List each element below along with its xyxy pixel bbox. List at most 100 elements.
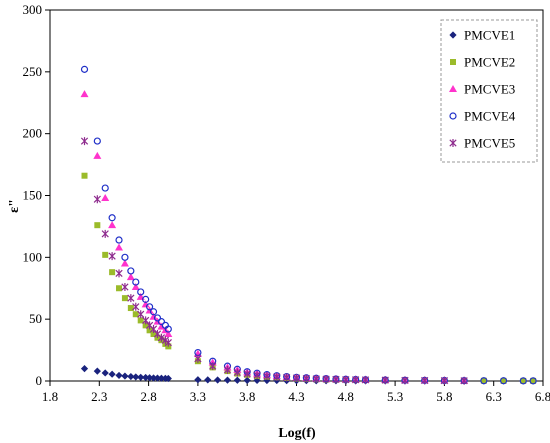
x-tick-label: 4.8 — [338, 389, 354, 404]
data-point — [243, 376, 251, 384]
legend-marker-pmcve4 — [449, 112, 457, 120]
data-point — [115, 236, 123, 244]
legend-box — [440, 19, 538, 163]
data-point — [102, 251, 109, 258]
data-point — [108, 252, 116, 261]
legend-label-pmcve3: PMCVE3 — [464, 82, 515, 97]
data-point — [500, 377, 507, 384]
data-point — [146, 327, 153, 334]
data-point — [115, 371, 123, 380]
x-tick-label: 2.3 — [91, 389, 107, 404]
data-point — [132, 373, 140, 381]
data-point — [101, 369, 109, 377]
data-point — [101, 184, 109, 192]
data-point — [108, 221, 117, 229]
data-point — [121, 372, 129, 380]
legend: PMCVE1 PMCVE2 PMCVE3 PMCVE4 PMCVE5 — [440, 19, 538, 163]
data-point — [164, 330, 173, 338]
data-point — [204, 376, 212, 384]
data-point — [108, 370, 116, 378]
data-point — [421, 376, 429, 385]
data-point — [381, 376, 389, 385]
data-marks — [80, 65, 537, 385]
data-point — [223, 365, 232, 374]
data-point — [108, 214, 116, 222]
data-point — [253, 371, 261, 380]
data-point — [223, 376, 232, 384]
data-point — [164, 325, 172, 333]
data-point — [209, 362, 217, 371]
data-point — [80, 137, 89, 146]
legend-marker-pmcve1 — [449, 31, 457, 39]
data-point — [121, 253, 129, 261]
data-point — [94, 222, 101, 229]
data-point — [80, 365, 89, 373]
data-point — [115, 269, 123, 278]
data-point — [263, 376, 271, 385]
data-point — [460, 376, 468, 385]
data-point — [153, 314, 162, 322]
data-point — [145, 303, 154, 311]
data-point — [164, 338, 172, 347]
legend-label-pmcve2: PMCVE2 — [464, 55, 515, 70]
data-point — [137, 310, 145, 319]
data-point — [127, 372, 135, 381]
data-point — [127, 294, 135, 303]
data-point — [243, 369, 251, 378]
data-point — [150, 331, 157, 338]
data-point — [233, 376, 241, 384]
x-tick-label: 3.8 — [239, 389, 255, 404]
series-pmcve3 — [80, 90, 469, 384]
data-point — [101, 193, 110, 201]
data-point — [292, 374, 301, 383]
data-point — [131, 283, 140, 291]
data-point — [361, 375, 370, 384]
x-axis-label: Log(f) — [278, 426, 316, 441]
data-point — [530, 377, 537, 384]
data-point — [132, 278, 140, 286]
data-point — [137, 373, 145, 381]
data-point — [93, 137, 101, 145]
y-tick-label: 50 — [29, 311, 42, 326]
data-point — [109, 269, 116, 276]
data-point — [142, 316, 150, 325]
data-point — [342, 375, 350, 384]
series-pmcve5 — [80, 137, 468, 385]
x-tick-label: 2.8 — [140, 389, 156, 404]
data-point — [120, 259, 129, 267]
data-point — [401, 376, 409, 385]
data-point — [273, 372, 281, 381]
data-point — [93, 195, 101, 204]
data-point — [132, 311, 139, 318]
data-point — [499, 377, 508, 385]
data-point — [157, 318, 166, 326]
data-point — [332, 375, 340, 384]
x-tick-label: 6.8 — [535, 389, 550, 404]
data-point — [141, 300, 150, 308]
data-point — [440, 376, 449, 385]
data-point — [93, 367, 101, 375]
data-point — [81, 172, 88, 179]
x-tick-label: 6.3 — [486, 389, 502, 404]
legend-label-pmcve4: PMCVE4 — [464, 109, 516, 124]
data-point — [480, 377, 488, 385]
data-point — [93, 151, 102, 159]
data-point — [101, 229, 109, 238]
data-point — [126, 273, 135, 281]
data-point — [142, 373, 150, 382]
data-point — [194, 376, 202, 384]
y-tick-label: 200 — [23, 126, 43, 141]
y-tick-label: 0 — [36, 373, 43, 388]
data-point — [149, 325, 158, 334]
data-point — [149, 374, 158, 382]
data-point — [127, 267, 135, 275]
data-point — [164, 374, 172, 383]
legend-marker-pmcve3 — [449, 85, 457, 92]
y-tick-label: 250 — [23, 64, 43, 79]
data-point — [529, 377, 537, 385]
data-point — [137, 288, 145, 296]
data-point — [127, 305, 134, 312]
data-point — [145, 374, 154, 382]
data-point — [157, 333, 166, 342]
